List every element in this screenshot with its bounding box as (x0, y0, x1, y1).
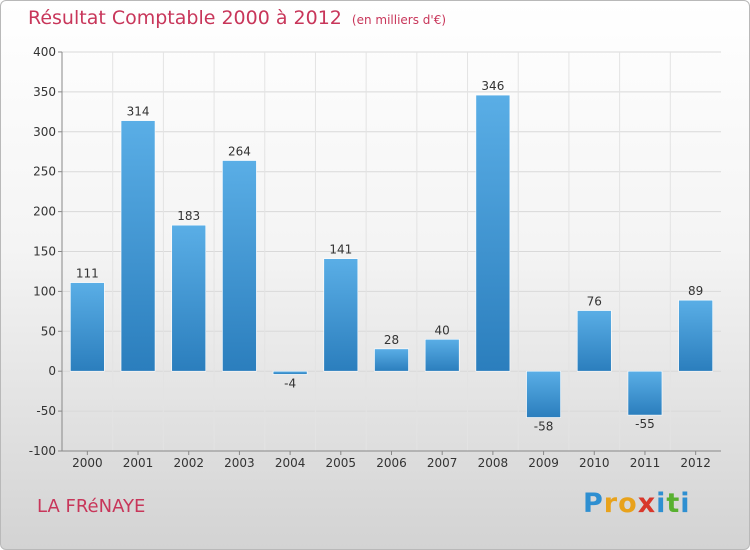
data-label-2003: 264 (228, 145, 251, 159)
y-tick-label: 300 (33, 125, 56, 139)
data-label-2007: 40 (435, 323, 450, 337)
bar-2005 (323, 258, 359, 372)
y-tick-label: 400 (33, 45, 56, 59)
bar-2003 (222, 160, 257, 372)
title-text: Résultat Comptable 2000 à 2012 (28, 7, 342, 29)
x-tick-label: 2012 (680, 456, 711, 470)
data-label-2000: 111 (76, 267, 99, 281)
x-tick-label: 2003 (224, 456, 255, 470)
data-label-2002: 183 (177, 209, 200, 223)
x-tick-label: 2007 (427, 456, 458, 470)
x-tick-label: 2004 (275, 456, 306, 470)
bar-2012 (678, 299, 713, 372)
bars (70, 94, 713, 418)
y-tick-label: 250 (33, 165, 56, 179)
logo-letter: i (656, 488, 667, 519)
x-tick-label: 2002 (173, 456, 204, 470)
bar-2008 (475, 94, 511, 372)
x-tick-label: 2010 (579, 456, 610, 470)
data-labels: 111 314 183 264 -4 141 28 40 346 -58 76 -55 89 (76, 79, 703, 433)
y-tick-label: 100 (33, 284, 56, 298)
x-tick-label: 2001 (123, 456, 154, 470)
y-tick-label: -50 (36, 404, 56, 418)
y-tick-label: 150 (33, 245, 56, 259)
data-label-2004: -4 (284, 376, 296, 390)
data-label-2009: -58 (534, 419, 554, 433)
bar-2007 (424, 338, 460, 372)
data-label-2008: 346 (481, 79, 504, 93)
x-tick-label: 2005 (326, 456, 357, 470)
bar-2011 (627, 370, 663, 416)
bar-2006 (374, 348, 409, 372)
data-label-2010: 76 (587, 295, 602, 309)
chart-title: Résultat Comptable 2000 à 2012 (en millie… (28, 7, 446, 29)
y-tick-label: 200 (33, 205, 56, 219)
bar-2001 (120, 120, 156, 372)
data-label-2005: 141 (329, 243, 352, 257)
y-tick-label: -100 (29, 444, 56, 458)
x-tick-label: 2008 (478, 456, 509, 470)
logo-letter: i (680, 488, 691, 519)
y-tick-label: 350 (33, 85, 56, 99)
unit-text: (en milliers d'€) (351, 13, 447, 27)
x-tick-label: 2009 (528, 456, 559, 470)
data-label-2012: 89 (688, 284, 703, 298)
x-tick-label: 2000 (72, 456, 103, 470)
x-tick-label: 2011 (630, 456, 661, 470)
logo-letter: P (583, 488, 604, 519)
axes: -100 -50 0 50 100 150 200 250 300 350 400 2000 2001 2… (29, 45, 721, 470)
x-tick-label: 2006 (376, 456, 407, 470)
data-label-2001: 314 (127, 105, 150, 119)
y-tick-label: 50 (41, 324, 56, 338)
proxiti-logo: Proxiti (583, 488, 691, 519)
grid-lines (62, 51, 721, 452)
commune-name: LA FRéNAYE (37, 496, 146, 517)
bar-2000 (70, 282, 105, 372)
bar-2004 (272, 370, 308, 375)
data-label-2011: -55 (635, 417, 655, 431)
bar-2010 (576, 310, 612, 372)
logo-letter: x (637, 488, 657, 519)
bar-2009 (526, 370, 561, 418)
bar-2002 (171, 224, 207, 372)
logo-letter: t (666, 488, 681, 519)
logo-letter: r (603, 488, 619, 519)
y-tick-label: 0 (48, 364, 56, 378)
logo-letter: o (618, 488, 638, 519)
data-label-2006: 28 (384, 333, 399, 347)
